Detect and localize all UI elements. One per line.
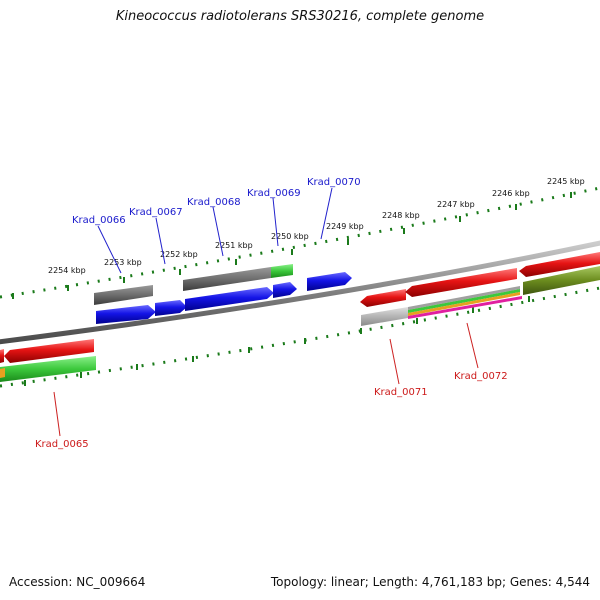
scale-tick-label: 2249 kbp: [326, 222, 364, 231]
multi-color-feature: [408, 296, 522, 319]
map-title: Kineococcus radiotolerans SRS30216, comp…: [115, 9, 485, 24]
multi-color-feature: [408, 286, 520, 310]
scale-tick-label: 2253 kbp: [104, 258, 142, 267]
gene-label-reverse: Krad_0065: [35, 439, 89, 450]
lower-scale-dots: [0, 286, 600, 388]
scale-tick-label: 2250 kbp: [271, 232, 309, 241]
reverse-features-left: [0, 339, 96, 382]
scale-tick-label: 2246 kbp: [492, 189, 530, 198]
reverse-gene-arrow: [0, 349, 4, 363]
forward-features: [94, 264, 352, 324]
reverse-gene-arrow: [405, 268, 517, 297]
scale-tick-label: 2254 kbp: [48, 266, 86, 275]
accession-text: Accession: NC_009664: [9, 575, 146, 589]
gene-label-forward: Krad_0070: [307, 177, 361, 188]
leader-line: [320, 187, 333, 240]
leader-line: [466, 322, 479, 369]
leader-lines: [53, 187, 479, 437]
gene-label-forward: Krad_0069: [247, 188, 301, 199]
leader-line: [389, 338, 400, 385]
gene-label-forward: Krad_0067: [129, 207, 183, 218]
olive-feature: [523, 266, 600, 295]
genome-backbone: [0, 240, 600, 345]
forward-gene-arrow: [273, 282, 297, 298]
leader-line: [212, 206, 224, 257]
scale-tick-label: 2245 kbp: [547, 177, 585, 186]
leader-line: [272, 197, 279, 247]
leader-line: [97, 225, 122, 274]
forward-gene-arrow: [96, 305, 156, 324]
reverse-gene-arrow: [360, 289, 406, 307]
upper-scale-track: [0, 186, 600, 299]
green-feature: [271, 264, 293, 278]
scale-tick-label: 2247 kbp: [437, 200, 475, 209]
scale-tick-label: 2251 kbp: [215, 241, 253, 250]
lower-scale-track: [0, 286, 600, 388]
multi-color-feature: [408, 289, 520, 313]
genome-summary-text: Topology: linear; Length: 4,761,183 bp; …: [270, 575, 590, 589]
forward-gene-arrow: [155, 300, 187, 316]
scale-tick-label: 2248 kbp: [382, 211, 420, 220]
forward-gene-arrow: [307, 272, 352, 291]
gray-feature: [94, 285, 153, 305]
gene-labels: Krad_0066 Krad_0067 Krad_0068 Krad_0069 …: [35, 177, 508, 450]
gray-feature: [183, 267, 271, 291]
leader-line: [155, 217, 166, 265]
upper-scale-dots: [0, 186, 600, 299]
reverse-gene-arrow: [519, 252, 600, 277]
leader-line: [53, 391, 61, 437]
green-feature: [0, 356, 96, 382]
light-gray-feature: [361, 307, 408, 326]
gene-label-reverse: Krad_0071: [374, 387, 428, 398]
multi-color-feature: [408, 292, 520, 316]
gene-label-forward: Krad_0068: [187, 197, 241, 208]
scale-tick-label: 2252 kbp: [160, 250, 198, 259]
scale-labels: 2254 kbp 2253 kbp 2252 kbp 2251 kbp 2250…: [48, 177, 585, 275]
gene-label-reverse: Krad_0072: [454, 371, 508, 382]
gene-label-forward: Krad_0066: [72, 215, 126, 226]
orange-feature: [0, 368, 5, 378]
forward-gene-arrow: [185, 287, 274, 311]
reverse-features-right: [360, 252, 600, 326]
reverse-gene-arrow: [4, 339, 94, 363]
